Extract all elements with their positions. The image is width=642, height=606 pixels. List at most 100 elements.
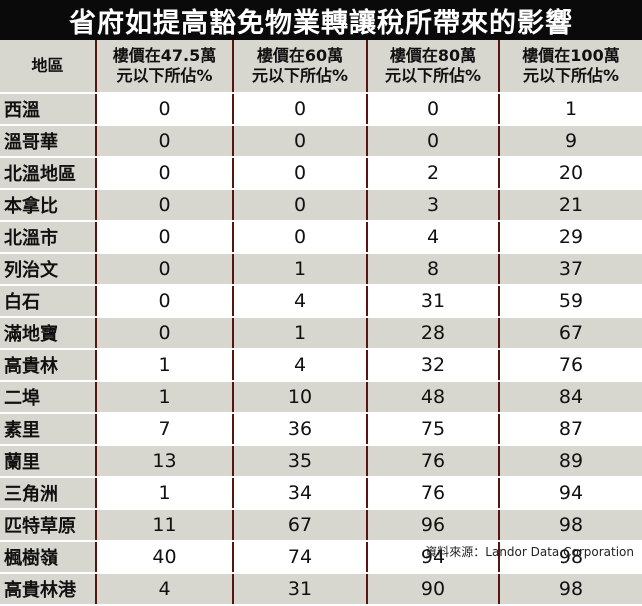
value-cell: 96	[367, 509, 500, 542]
source-note: 資料來源：Landor Data Corporation	[425, 545, 634, 559]
value-cell: 4	[96, 573, 234, 606]
value-cell: 89	[499, 445, 642, 478]
region-cell: 列治文	[0, 253, 97, 286]
table-row: 北溫市 0 0 4 29	[0, 221, 642, 254]
value-cell: 48	[367, 381, 500, 414]
column-header-line: 地區	[31, 56, 64, 75]
column-header-4: 樓價在100萬 元以下所佔%	[499, 40, 642, 94]
value-cell: 32	[367, 349, 500, 382]
value-cell: 7	[96, 413, 234, 446]
table-row: 西溫 0 0 0 1	[0, 93, 642, 126]
value-cell: 94	[499, 477, 642, 510]
value-cell: 0	[96, 317, 234, 350]
value-cell: 0	[367, 93, 500, 126]
value-cell: 40	[96, 541, 234, 574]
column-header-line: 元以下所佔%	[251, 66, 349, 85]
value-cell: 0	[96, 93, 234, 126]
value-cell: 11	[96, 509, 234, 542]
value-cell: 29	[499, 221, 642, 254]
value-cell: 0	[233, 125, 368, 158]
table-row: 溫哥華 0 0 0 9	[0, 125, 642, 158]
value-cell: 0	[96, 285, 234, 318]
value-cell: 28	[367, 317, 500, 350]
region-cell: 滿地寶	[0, 317, 97, 350]
region-cell: 蘭里	[0, 445, 97, 478]
table-row: 北溫地區 0 0 2 20	[0, 157, 642, 190]
value-cell: 21	[499, 189, 642, 222]
value-cell: 1	[233, 317, 368, 350]
value-cell: 4	[233, 349, 368, 382]
value-cell: 9	[499, 125, 642, 158]
value-cell: 1	[499, 93, 642, 126]
data-table: 地區 樓價在47.5萬 元以下所佔% 樓價在60萬 元以下所佔% 樓價在80萬 元以下所佔%…	[0, 40, 642, 606]
table-row: 高貴林 1 4 32 76	[0, 349, 642, 382]
table-body: 西溫 0 0 0 1 溫哥華 0 0 0 9 北溫地區 0 0 2 20 本拿比 0 0 3 21 北溫市 0 0 4 29 列治…	[0, 93, 642, 606]
value-cell: 75	[367, 413, 500, 446]
value-cell: 98	[499, 573, 642, 606]
region-cell: 本拿比	[0, 189, 97, 222]
table-row: 高貴林港 4 31 90 98	[0, 573, 642, 606]
value-cell: 67	[499, 317, 642, 350]
table-row: 三角洲 1 34 76 94	[0, 477, 642, 510]
value-cell: 31	[367, 285, 500, 318]
region-cell: 三角洲	[0, 477, 97, 510]
value-cell: 37	[499, 253, 642, 286]
value-cell: 74	[233, 541, 368, 574]
region-cell: 高貴林	[0, 349, 97, 382]
value-cell: 2	[367, 157, 500, 190]
value-cell: 59	[499, 285, 642, 318]
region-cell: 北溫市	[0, 221, 97, 254]
value-cell: 31	[233, 573, 368, 606]
value-cell: 1	[96, 477, 234, 510]
table-row: 本拿比 0 0 3 21	[0, 189, 642, 222]
column-header-region: 地區	[0, 40, 97, 94]
value-cell: 0	[233, 221, 368, 254]
column-header-3: 樓價在80萬 元以下所佔%	[367, 40, 500, 94]
value-cell: 36	[233, 413, 368, 446]
region-cell: 二埠	[0, 381, 97, 414]
value-cell: 0	[233, 157, 368, 190]
region-cell: 高貴林港	[0, 573, 97, 606]
value-cell: 10	[233, 381, 368, 414]
value-cell: 20	[499, 157, 642, 190]
column-header-line: 樓價在80萬	[389, 46, 477, 65]
value-cell: 0	[233, 189, 368, 222]
header-row: 地區 樓價在47.5萬 元以下所佔% 樓價在60萬 元以下所佔% 樓價在80萬 元以下所佔%…	[0, 40, 642, 94]
value-cell: 4	[233, 285, 368, 318]
value-cell: 1	[233, 253, 368, 286]
value-cell: 0	[367, 125, 500, 158]
region-cell: 北溫地區	[0, 157, 97, 190]
table-row: 素里 7 36 75 87	[0, 413, 642, 446]
value-cell: 76	[367, 477, 500, 510]
value-cell: 98	[499, 509, 642, 542]
column-header-1: 樓價在47.5萬 元以下所佔%	[96, 40, 234, 94]
value-cell: 8	[367, 253, 500, 286]
table-row: 滿地寶 0 1 28 67	[0, 317, 642, 350]
value-cell: 0	[96, 157, 234, 190]
table-row: 蘭里 13 35 76 89	[0, 445, 642, 478]
column-header-line: 元以下所佔%	[522, 66, 620, 85]
value-cell: 0	[96, 253, 234, 286]
value-cell: 13	[96, 445, 234, 478]
region-cell: 素里	[0, 413, 97, 446]
value-cell: 90	[367, 573, 500, 606]
value-cell: 87	[499, 413, 642, 446]
value-cell: 4	[367, 221, 500, 254]
region-cell: 白石	[0, 285, 97, 318]
value-cell: 0	[96, 189, 234, 222]
column-header-line: 樓價在100萬	[522, 46, 620, 65]
value-cell: 0	[96, 125, 234, 158]
region-cell: 楓樹嶺	[0, 541, 97, 574]
column-header-line: 元以下所佔%	[384, 66, 482, 85]
column-header-line: 樓價在60萬	[256, 46, 344, 65]
chart-title: 省府如提高豁免物業轉讓稅所帶來的影響	[69, 7, 573, 39]
region-cell: 西溫	[0, 93, 97, 126]
region-cell: 匹特草原	[0, 509, 97, 542]
value-cell: 35	[233, 445, 368, 478]
column-header-line: 樓價在47.5萬	[112, 46, 217, 65]
column-header-line: 元以下所佔%	[116, 66, 213, 85]
value-cell: 1	[96, 349, 234, 382]
region-cell: 溫哥華	[0, 125, 97, 158]
column-header-2: 樓價在60萬 元以下所佔%	[233, 40, 368, 94]
